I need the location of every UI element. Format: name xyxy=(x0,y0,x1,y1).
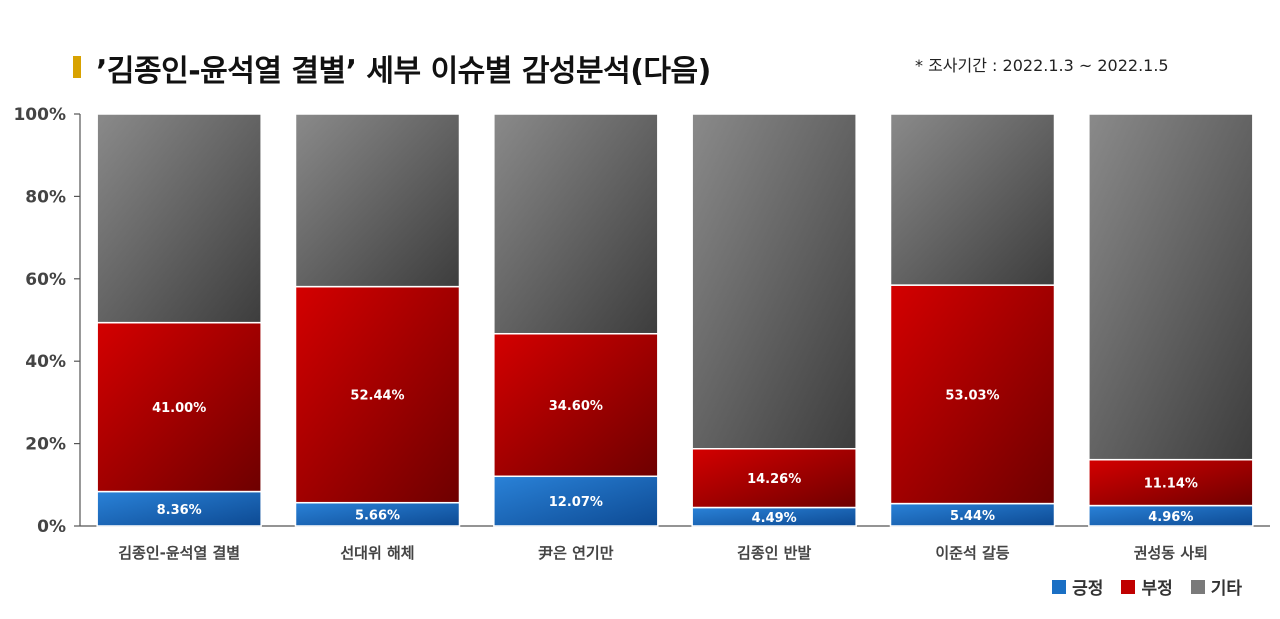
data-label-positive: 4.96% xyxy=(1148,510,1193,525)
y-tick-label: 60% xyxy=(25,270,66,290)
data-label-negative: 52.44% xyxy=(350,389,404,404)
legend-item-negative: 부정 xyxy=(1121,574,1173,599)
y-tick-label: 20% xyxy=(25,435,66,455)
legend-swatch-other xyxy=(1190,579,1205,594)
legend-label-other: 기타 xyxy=(1210,579,1242,599)
bar-segment-negative xyxy=(294,285,461,504)
y-tick-label: 80% xyxy=(25,187,66,207)
y-tick-label: 0% xyxy=(37,517,66,537)
legend: 긍정 부정 기타 xyxy=(1052,574,1242,599)
y-axis: 0% 20% 40% 60% 80% 100% xyxy=(13,105,1270,537)
bar-segment-other xyxy=(1088,113,1254,461)
chart-title: ’김종인-윤석열 결별’ 세부 이슈별 감성분석(다음) xyxy=(96,54,711,89)
data-label-positive: 4.49% xyxy=(752,511,797,526)
x-category-label: 김종인 반발 xyxy=(737,544,811,562)
x-category-label: 이준석 갈등 xyxy=(935,544,1009,562)
bar-segment-positive xyxy=(96,490,262,527)
data-label-positive: 5.44% xyxy=(950,509,995,524)
bar-segment-negative xyxy=(889,284,1056,505)
data-label-negative: 14.26% xyxy=(747,472,801,487)
legend-label-positive: 긍정 xyxy=(1072,579,1104,599)
bar-segment-other xyxy=(294,113,461,288)
data-label-positive: 12.07% xyxy=(549,495,603,510)
data-label-negative: 11.14% xyxy=(1144,477,1198,492)
legend-label-negative: 부정 xyxy=(1141,579,1173,599)
bar-segment-negative xyxy=(691,448,857,509)
data-label-negative: 41.00% xyxy=(152,401,206,416)
y-tick-label: 40% xyxy=(25,352,66,372)
x-category-label: 김종인-윤석열 결별 xyxy=(118,544,240,562)
bar-segment-negative xyxy=(1088,458,1254,507)
x-category-label: 선대위 해체 xyxy=(340,544,414,562)
bar-segment-other xyxy=(691,113,857,450)
x-axis-labels: 김종인-윤석열 결별 선대위 해체 尹은 연기만 김종인 반발 이준석 갈등 권성동 사퇴 xyxy=(118,544,1208,562)
bar-segment-other xyxy=(889,113,1056,286)
legend-item-positive: 긍정 xyxy=(1052,574,1103,599)
bar-segment-other xyxy=(96,113,262,324)
legend-swatch-negative xyxy=(1121,579,1136,594)
bar-segment-negative xyxy=(493,332,659,478)
survey-period: * 조사기간 : 2022.1.3 ~ 2022.1.5 xyxy=(915,56,1169,75)
legend-item-other: 기타 xyxy=(1190,574,1242,599)
x-category-label: 尹은 연기만 xyxy=(538,544,614,562)
data-labels: 8.36% 41.00% 5.66% 52.44% 12.07% 34.60% 4.49% 1… xyxy=(152,388,1198,525)
data-label-negative: 53.03% xyxy=(945,388,999,403)
bars xyxy=(96,113,1254,527)
data-label-positive: 8.36% xyxy=(157,503,202,518)
data-label-negative: 34.60% xyxy=(549,399,603,414)
y-tick-label: 100% xyxy=(13,105,66,125)
x-category-label: 권성동 사퇴 xyxy=(1134,544,1208,562)
title-marker xyxy=(73,56,81,78)
data-label-positive: 5.66% xyxy=(355,508,400,523)
legend-swatch-positive xyxy=(1052,579,1067,594)
bar-segment-positive xyxy=(493,475,659,527)
bar-segment-other xyxy=(493,113,659,335)
bar-segment-negative xyxy=(96,321,262,493)
